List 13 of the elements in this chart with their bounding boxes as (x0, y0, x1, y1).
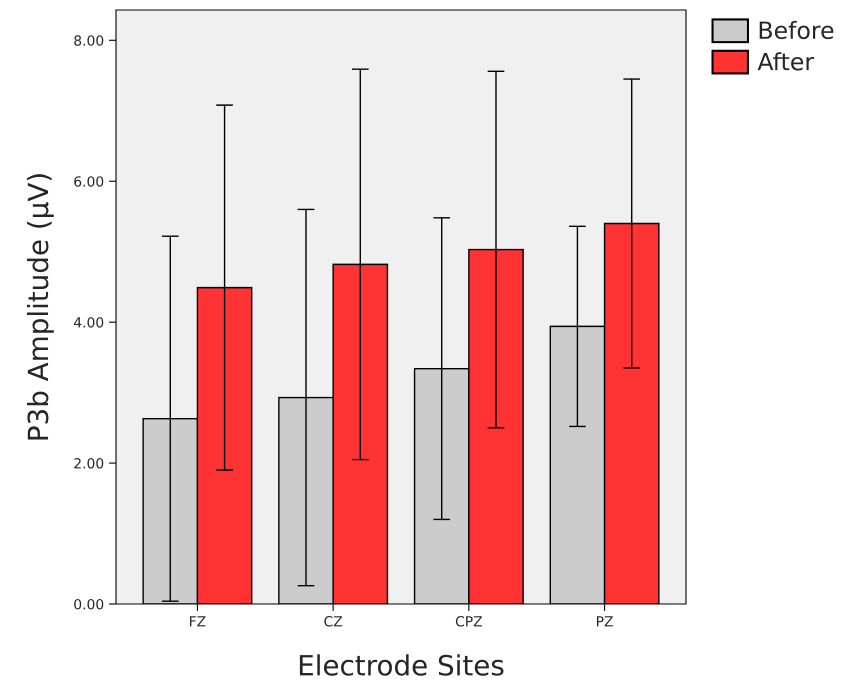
legend-label: After (758, 52, 814, 70)
x-axis-title: Electrode Sites (300, 654, 504, 676)
y-tick-label: 0.00 (74, 598, 104, 610)
y-tick-label: 4.00 (74, 317, 104, 328)
x-tick-label: CZ (324, 616, 342, 627)
y-tick-label: 8.00 (74, 35, 104, 46)
x-tick-label: CPZ (456, 616, 482, 627)
y-axis-title: P3b Amplitude (µV) (26, 174, 54, 440)
x-tick-label: PZ (596, 616, 613, 626)
y-tick-label: 6.00 (74, 176, 104, 187)
y-tick-label: 2.00 (74, 458, 104, 469)
legend-label: Before (760, 20, 834, 40)
x-tick-label: FZ (190, 616, 206, 626)
